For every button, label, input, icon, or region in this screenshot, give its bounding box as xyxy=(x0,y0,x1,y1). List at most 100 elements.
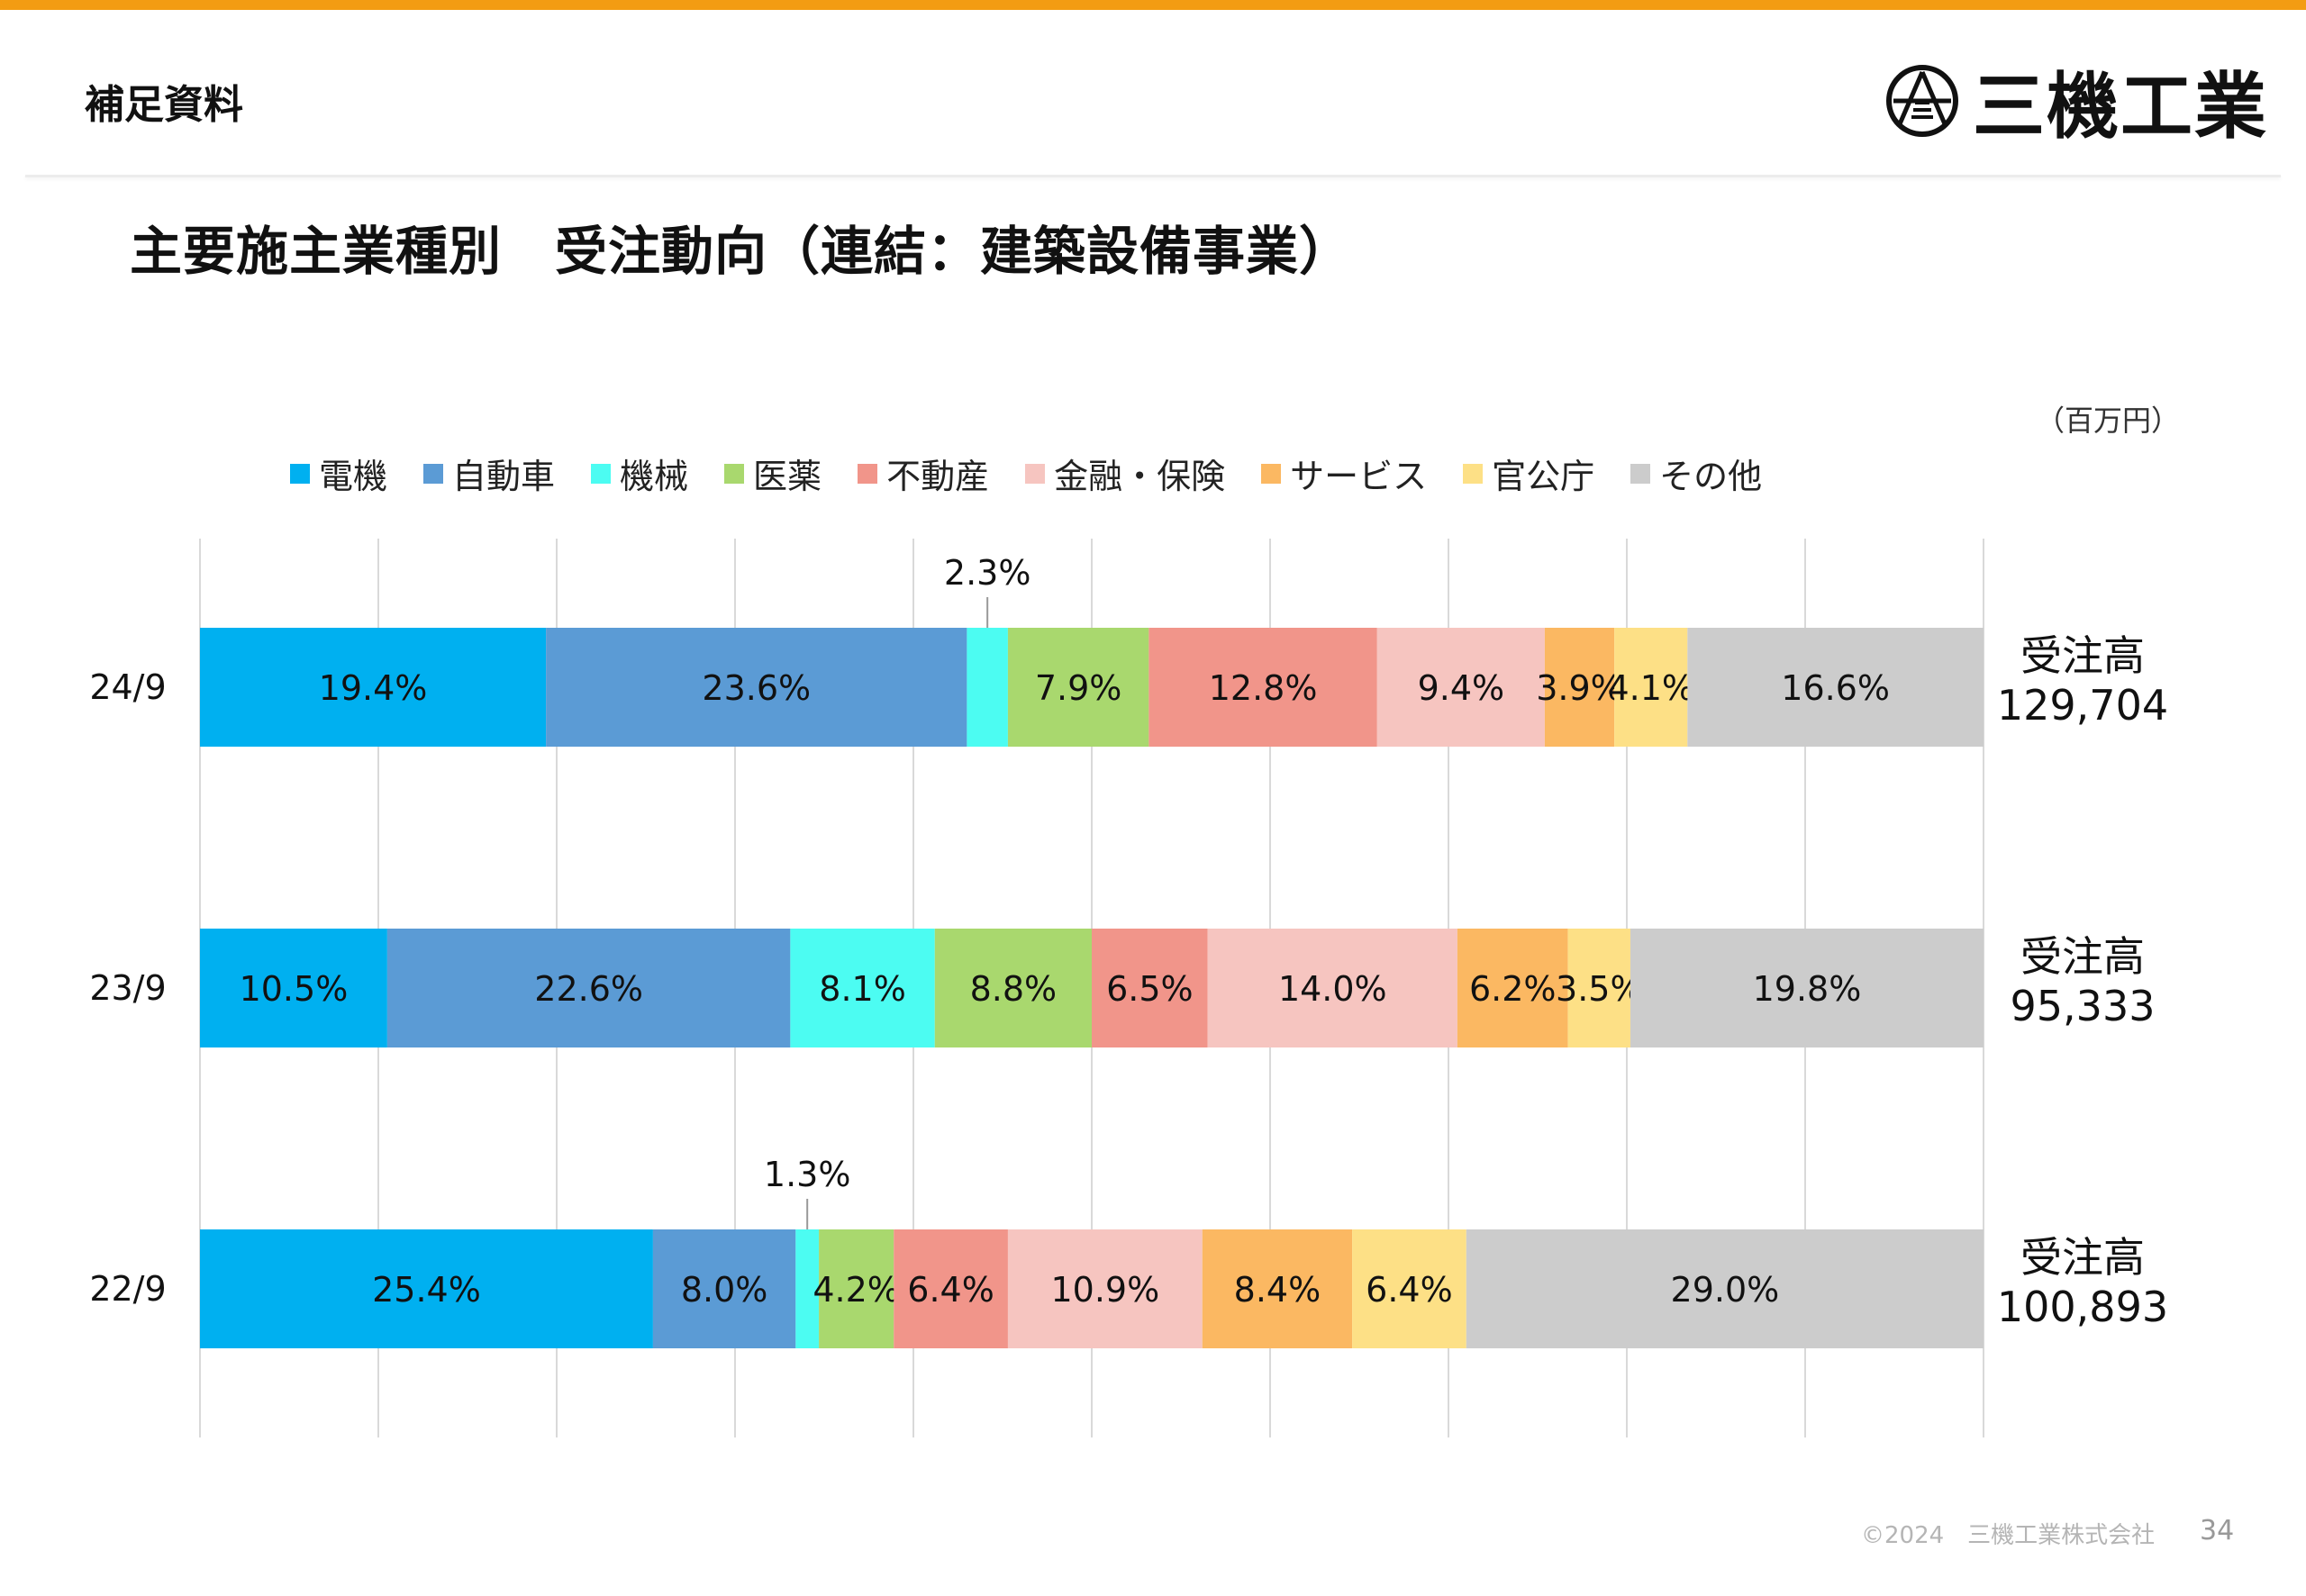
data-label: 10.9% xyxy=(1050,1270,1159,1310)
legend-label: 不動産 xyxy=(886,457,990,496)
company-logo: 三機工業 xyxy=(1884,56,2268,149)
bar-segment-2 xyxy=(790,929,935,1047)
bar-segment-4 xyxy=(1092,929,1208,1047)
data-label: 4.2% xyxy=(813,1270,900,1310)
bar-segment-0 xyxy=(200,1229,653,1348)
data-label: 8.1% xyxy=(819,969,906,1009)
bar-segment-4 xyxy=(894,1229,1008,1348)
data-label: 22.6% xyxy=(534,969,643,1009)
legend-swatch xyxy=(1261,463,1282,484)
data-label: 2.3% xyxy=(944,553,1031,593)
data-label: 4.1% xyxy=(1607,668,1694,708)
data-label: 3.9% xyxy=(1536,668,1623,708)
legend-item-6: サービス xyxy=(1261,449,1427,498)
total-value: 129,704 xyxy=(1997,681,2168,730)
company-emblem-icon xyxy=(1886,65,1958,137)
data-label: 1.3% xyxy=(764,1155,851,1194)
data-label: 8.8% xyxy=(970,969,1058,1009)
data-label: 12.8% xyxy=(1209,668,1318,708)
data-label: 3.5% xyxy=(1556,969,1643,1009)
bar-segment-4 xyxy=(1148,628,1377,747)
legend-label: 電機 xyxy=(319,457,388,496)
total-label: 受注高 xyxy=(2020,1233,2145,1282)
bar-segment-1 xyxy=(546,628,967,747)
legend-item-3: 医薬 xyxy=(724,449,822,498)
data-label: 8.4% xyxy=(1234,1270,1321,1310)
bar-segment-3 xyxy=(934,929,1092,1047)
legend-item-2: 機械 xyxy=(591,449,688,498)
legend-label: その他 xyxy=(1659,457,1763,496)
page-title: 主要施主業種別 受注動向（連結：建築設備事業） xyxy=(130,221,1353,282)
legend-swatch xyxy=(1463,463,1484,484)
bar-segment-2 xyxy=(967,628,1008,747)
legend-item-0: 電機 xyxy=(290,449,387,498)
data-label: 10.5% xyxy=(240,969,349,1009)
total-value: 95,333 xyxy=(2011,982,2156,1030)
data-label: 19.8% xyxy=(1753,969,1862,1009)
data-label: 29.0% xyxy=(1671,1270,1780,1310)
bar-segment-6 xyxy=(1202,1229,1353,1348)
legend-label: 自動車 xyxy=(452,457,556,496)
bar-segment-0 xyxy=(200,929,387,1047)
bar-segment-3 xyxy=(1007,628,1149,747)
data-label: 6.5% xyxy=(1106,969,1194,1009)
bar-segment-1 xyxy=(652,1229,796,1348)
data-label: 23.6% xyxy=(702,668,811,708)
header-divider xyxy=(25,175,2281,177)
section-label: 補足資料 xyxy=(85,82,243,128)
logo-wordmark: 三機工業 xyxy=(1973,65,2268,149)
data-label: 19.4% xyxy=(319,668,428,708)
legend-item-7: 官公庁 xyxy=(1463,449,1594,498)
legend-swatch xyxy=(423,463,444,484)
data-label: 9.4% xyxy=(1418,668,1505,708)
bar-segment-2 xyxy=(795,1229,820,1348)
legend-item-8: その他 xyxy=(1630,449,1762,498)
data-label: 6.4% xyxy=(907,1270,994,1310)
bar-segment-5 xyxy=(1207,929,1457,1047)
page-number: 34 xyxy=(2200,1515,2235,1546)
unit-label: （百万円） xyxy=(2036,404,2181,438)
top-accent-bar xyxy=(0,0,2306,10)
legend-label: 金融・保険 xyxy=(1054,457,1226,496)
legend-item-5: 金融・保険 xyxy=(1025,449,1225,498)
legend-swatch xyxy=(1025,463,1046,484)
legend-swatch xyxy=(290,463,310,484)
legend-label: 医薬 xyxy=(753,457,822,496)
category-label: 23/9 xyxy=(89,968,166,1008)
legend-label: 機械 xyxy=(620,457,689,496)
chart-legend: 電機 自動車 機械 医薬 不動産 金融・保険 サービス 官公庁 その他 xyxy=(290,449,1762,498)
footer-copyright: ©2024 三機工業株式会社 xyxy=(1861,1522,2156,1549)
total-value: 100,893 xyxy=(1997,1283,2168,1331)
legend-swatch xyxy=(724,463,745,484)
bar-segment-7 xyxy=(1614,628,1688,747)
bar-segment-8 xyxy=(1630,929,1984,1047)
bar-segment-6 xyxy=(1457,929,1568,1047)
legend-swatch xyxy=(591,463,612,484)
bar-segment-5 xyxy=(1376,628,1545,747)
category-label: 22/9 xyxy=(89,1269,166,1309)
bar-segment-0 xyxy=(200,628,547,747)
data-label: 8.0% xyxy=(681,1270,768,1310)
total-label: 受注高 xyxy=(2020,932,2145,981)
category-label: 24/9 xyxy=(89,667,166,707)
data-label: 6.2% xyxy=(1469,969,1557,1009)
bar-segment-7 xyxy=(1352,1229,1466,1348)
bar-segment-8 xyxy=(1687,628,1984,747)
bar-segment-5 xyxy=(1007,1229,1203,1348)
legend-item-4: 不動産 xyxy=(858,449,989,498)
bar-segment-3 xyxy=(819,1229,894,1348)
legend-label: 官公庁 xyxy=(1492,457,1595,496)
data-label: 7.9% xyxy=(1035,668,1122,708)
data-label: 14.0% xyxy=(1278,969,1387,1009)
data-label: 6.4% xyxy=(1366,1270,1453,1310)
legend-item-1: 自動車 xyxy=(423,449,555,498)
legend-swatch xyxy=(1630,463,1651,484)
stacked-bar-chart: 24/9 19.4% 23.6% 2.3% 7.9% 12.8% 9.4% 3.9%4.1% 1… xyxy=(89,539,2168,1437)
total-label: 受注高 xyxy=(2020,631,2145,680)
bar-segment-7 xyxy=(1567,929,1630,1047)
legend-swatch xyxy=(858,463,878,484)
data-label: 16.6% xyxy=(1781,668,1890,708)
legend-label: サービス xyxy=(1290,457,1428,496)
bar-segment-8 xyxy=(1466,1229,1984,1348)
bar-segment-1 xyxy=(386,929,791,1047)
